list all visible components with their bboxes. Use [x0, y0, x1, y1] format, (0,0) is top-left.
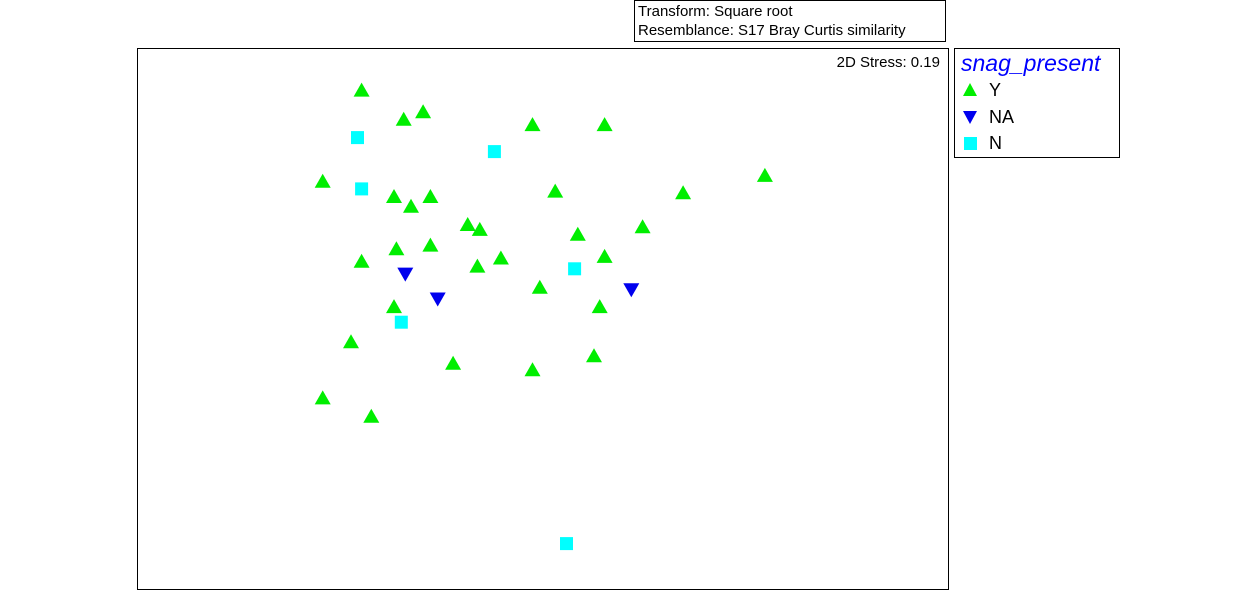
resemblance-text: Resemblance: S17 Bray Curtis similarity — [638, 22, 906, 39]
point-y-3 — [524, 117, 541, 132]
point-y-22 — [531, 279, 548, 294]
legend-label-n: N — [989, 133, 1002, 153]
point-y-23 — [386, 299, 402, 314]
point-n-2 — [355, 182, 369, 196]
analysis-info-box: Transform: Square root Resemblance: S17 … — [634, 0, 946, 42]
point-y-8 — [422, 189, 439, 203]
legend-label-na: NA — [989, 107, 1015, 127]
triangle-up-icon — [963, 83, 977, 96]
point-y-7 — [403, 198, 419, 213]
square-icon — [964, 137, 977, 150]
point-y-19 — [469, 258, 486, 273]
point-na-2 — [623, 283, 640, 298]
point-y-12 — [459, 217, 476, 231]
point-y-1 — [395, 111, 412, 126]
point-y-5 — [314, 173, 331, 188]
triangle-down-icon — [963, 111, 977, 124]
point-n-4 — [394, 315, 408, 329]
point-y-17 — [422, 237, 439, 252]
point-y-10 — [675, 185, 692, 200]
point-y-27 — [524, 362, 541, 377]
point-n-3 — [568, 262, 582, 276]
legend-item-y: Y — [961, 80, 1001, 100]
point-y-24 — [591, 299, 608, 314]
point-y-29 — [314, 390, 331, 405]
point-y-30 — [363, 408, 380, 423]
point-y-26 — [445, 355, 462, 370]
point-y-15 — [634, 219, 651, 234]
point-n-5 — [560, 537, 573, 551]
point-y-25 — [343, 334, 359, 349]
point-y-11 — [756, 167, 773, 182]
point-y-2 — [415, 104, 432, 119]
point-y-14 — [569, 226, 586, 241]
legend: snag_present Y NA N — [954, 48, 1120, 158]
point-y-20 — [492, 250, 509, 265]
point-y-13 — [471, 221, 488, 236]
point-y-21 — [596, 248, 613, 263]
point-y-16 — [388, 241, 405, 256]
point-y-6 — [386, 189, 402, 203]
mds-plot-area: 2D Stress: 0.19 — [137, 48, 949, 590]
stress-label: 2D Stress: 0.19 — [836, 54, 940, 71]
point-y-4 — [596, 117, 613, 132]
point-n-0 — [351, 131, 364, 145]
legend-item-na: NA — [961, 107, 1014, 127]
legend-item-n: N — [961, 133, 1002, 153]
point-n-1 — [487, 145, 501, 159]
point-na-0 — [397, 267, 414, 282]
transform-text: Transform: Square root — [638, 3, 793, 20]
point-y-9 — [547, 183, 564, 198]
scatter-points-layer — [314, 82, 773, 551]
point-y-28 — [586, 348, 602, 363]
legend-label-y: Y — [989, 80, 1002, 100]
point-y-0 — [353, 82, 370, 97]
point-na-1 — [429, 292, 446, 307]
legend-title: snag_present — [961, 50, 1101, 76]
point-y-18 — [353, 253, 370, 268]
